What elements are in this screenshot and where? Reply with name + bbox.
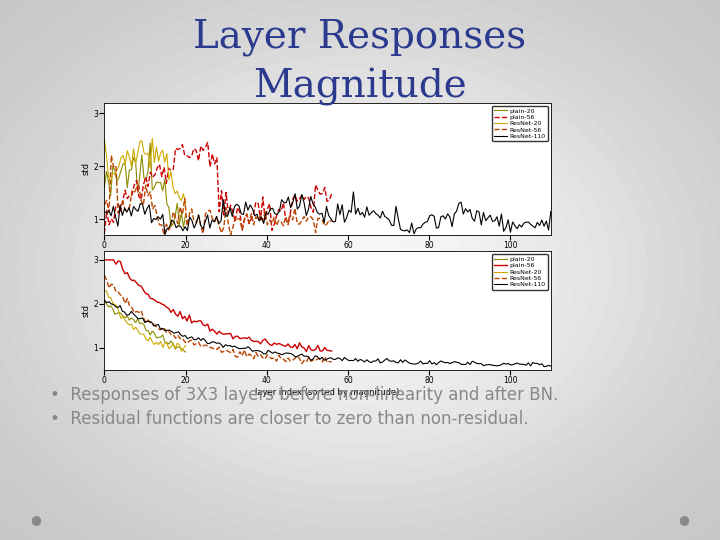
Circle shape [146,110,574,430]
Circle shape [346,259,374,281]
Circle shape [237,178,483,362]
Circle shape [255,191,465,349]
Circle shape [291,218,429,322]
Circle shape [55,42,665,498]
Circle shape [110,83,610,457]
Circle shape [219,164,501,376]
Circle shape [73,55,647,485]
Y-axis label: std: std [81,162,91,176]
Circle shape [37,28,683,512]
Circle shape [19,15,701,525]
Y-axis label: std: std [81,304,91,317]
Circle shape [328,246,392,294]
Circle shape [92,69,628,471]
X-axis label: layer index (original): layer index (original) [284,253,372,262]
Text: Layer Responses: Layer Responses [194,19,526,56]
X-axis label: layer index (sorted by magnitude): layer index (sorted by magnitude) [256,388,400,397]
Text: •  Residual functions are closer to zero than non-residual.: • Residual functions are closer to zero … [50,410,529,428]
Text: Magnitude: Magnitude [253,68,467,105]
Circle shape [128,96,592,444]
Legend: plain-20, plain-56, ResNet-20, ResNet-56, ResNet-110: plain-20, plain-56, ResNet-20, ResNet-56… [492,106,548,141]
Circle shape [273,205,447,335]
Circle shape [310,232,410,308]
Circle shape [182,137,538,403]
Legend: plain-20, plain-56, ResNet-20, ResNet-56, ResNet-110: plain-20, plain-56, ResNet-20, ResNet-56… [492,254,548,290]
Text: •  Responses of 3X3 layers before non-linearity and after BN.: • Responses of 3X3 layers before non-lin… [50,386,559,404]
Text: ●: ● [678,513,690,526]
Circle shape [164,123,556,417]
Circle shape [201,151,519,389]
Text: ●: ● [30,513,42,526]
